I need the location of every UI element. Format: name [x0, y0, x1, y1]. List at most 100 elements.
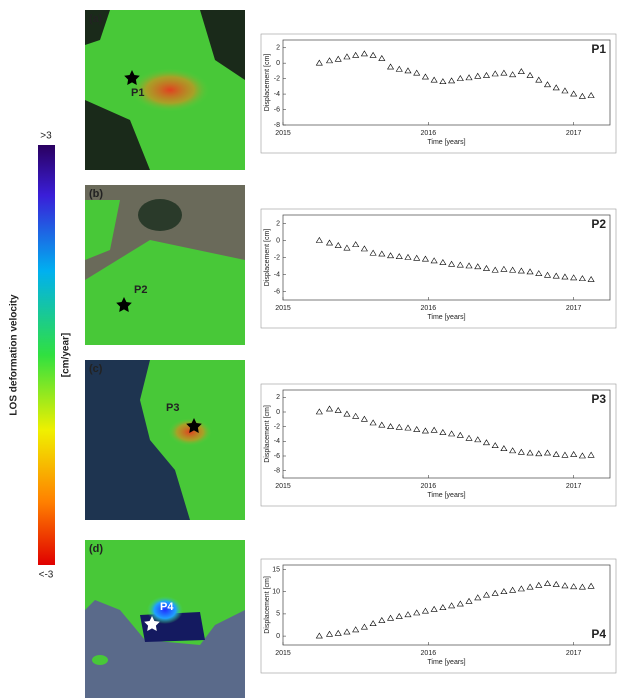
- point: [491, 442, 499, 449]
- point: [430, 76, 438, 83]
- point: [395, 423, 403, 430]
- point: [535, 270, 543, 276]
- x-tick-label: 2016: [421, 305, 437, 312]
- point: [387, 252, 395, 259]
- star: [186, 418, 202, 433]
- x-tick-label: 2015: [275, 305, 291, 312]
- point: [552, 450, 560, 457]
- y-tick-label: 10: [272, 589, 280, 596]
- point: [535, 581, 543, 588]
- point: [535, 450, 543, 457]
- point: [474, 594, 482, 601]
- y-tick-label: 2: [276, 45, 280, 52]
- point: [448, 260, 456, 267]
- point: [369, 249, 377, 256]
- colorbar-title: LOS deformation velocity: [9, 294, 20, 416]
- point-label: P1: [131, 87, 144, 99]
- y-tick-label: 2: [276, 394, 280, 401]
- x-axis-label: Time [years]: [427, 314, 465, 321]
- point: [352, 626, 360, 633]
- point: [570, 583, 578, 590]
- point: [491, 266, 499, 273]
- y-tick-label: -2: [274, 254, 280, 261]
- x-axis-label: Time [years]: [427, 492, 465, 499]
- point: [413, 254, 421, 261]
- point: [465, 74, 473, 81]
- point: [352, 241, 360, 248]
- point-label: P2: [134, 284, 147, 296]
- series-label: P3: [591, 392, 606, 406]
- y-tick-label: -2: [274, 424, 280, 431]
- point: [439, 78, 447, 85]
- point: [325, 405, 334, 412]
- y-tick-label: -4: [274, 438, 280, 445]
- colorbar-max: >3: [40, 131, 52, 142]
- point: [465, 434, 473, 441]
- y-tick-label: -6: [274, 453, 280, 460]
- point: [456, 75, 464, 81]
- point: [570, 274, 578, 281]
- point: [325, 57, 334, 64]
- point: [517, 448, 525, 455]
- point: [404, 424, 412, 431]
- y-tick-label: 2: [276, 220, 280, 227]
- x-tick-label: 2016: [421, 130, 437, 137]
- point: [343, 628, 351, 635]
- point: [561, 451, 569, 458]
- point: [500, 265, 508, 272]
- point: [360, 623, 368, 630]
- y-tick-label: 0: [276, 409, 280, 416]
- point: [500, 445, 508, 451]
- x-tick-label: 2016: [421, 650, 437, 657]
- chart-frame: [260, 558, 617, 674]
- point: [482, 71, 490, 78]
- point: [343, 244, 351, 251]
- x-tick-label: 2017: [566, 130, 582, 137]
- point: [421, 607, 429, 614]
- y-axis-label: Displacement [cm]: [264, 54, 271, 112]
- map-land: [85, 540, 245, 645]
- point: [413, 426, 421, 432]
- panel-label: (a): [89, 13, 103, 25]
- point: [343, 410, 351, 417]
- plot-area: [282, 564, 611, 646]
- point: [439, 259, 447, 265]
- point: [413, 69, 421, 76]
- point: [352, 412, 360, 419]
- point: [430, 426, 438, 433]
- map-c: (c) P3: [85, 360, 245, 520]
- point: [561, 582, 569, 589]
- point: [578, 275, 586, 282]
- point: [500, 69, 508, 76]
- point: [482, 439, 490, 446]
- point: [413, 609, 421, 616]
- star: [116, 297, 132, 312]
- point: [369, 419, 377, 426]
- point-label: P4: [160, 601, 174, 613]
- y-axis-label: Displacement [cm]: [264, 576, 271, 634]
- point: [404, 253, 412, 260]
- point: [535, 76, 543, 83]
- chart-frame: [260, 383, 617, 507]
- map-blue: [147, 596, 183, 624]
- colorbar-unit: [cm/year]: [61, 333, 72, 377]
- map-a: (a) P1: [85, 10, 245, 170]
- panel-label: (b): [89, 188, 103, 200]
- y-axis-label: Displacement [cm]: [264, 229, 271, 287]
- point: [517, 68, 525, 74]
- point: [352, 51, 360, 58]
- series-label: P1: [591, 42, 606, 56]
- point: [395, 65, 403, 72]
- point: [404, 611, 412, 618]
- map-d: (d) P4: [85, 540, 245, 698]
- chart: 15 10 5 0 2015 2016 2017 Time [years] Displaceme…: [260, 558, 617, 674]
- y-tick-label: -8: [274, 468, 280, 475]
- point: [430, 605, 438, 612]
- point: [561, 87, 569, 94]
- point: [343, 53, 351, 60]
- map-dark: [138, 199, 182, 231]
- point: [465, 262, 473, 269]
- point: [509, 71, 517, 78]
- point: [334, 629, 342, 636]
